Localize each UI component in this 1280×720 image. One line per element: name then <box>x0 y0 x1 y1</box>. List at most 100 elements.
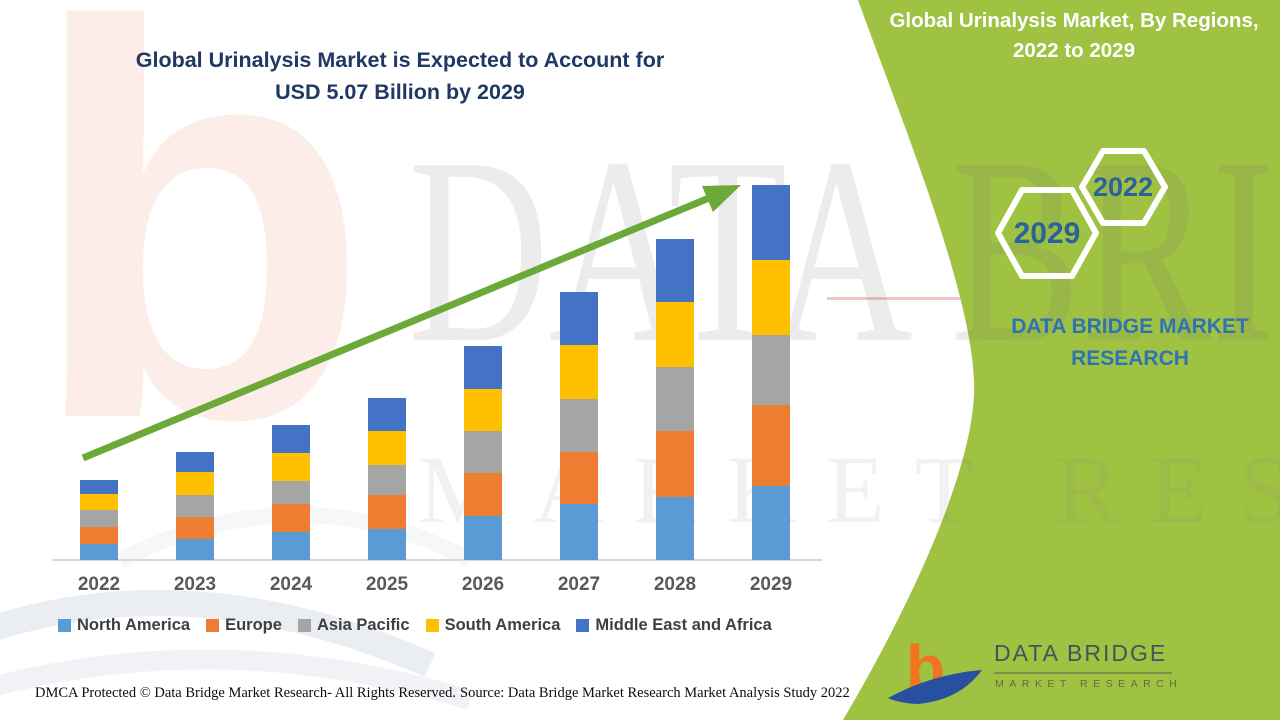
bar-segment-asia-pacific-2025 <box>368 465 406 495</box>
x-axis-label-2023: 2023 <box>173 574 217 595</box>
bar-segment-asia-pacific-2026 <box>464 431 502 473</box>
bar-segment-europe-2022 <box>80 527 118 544</box>
footer-dmca-text: DMCA Protected © Data Bridge Market Rese… <box>35 685 456 701</box>
bar-segment-europe-2027 <box>560 452 598 504</box>
bar-segment-europe-2025 <box>368 495 406 529</box>
chart-title-line2: USD 5.07 Billion by 2029 <box>275 80 525 104</box>
hexagon-2022 <box>1079 148 1168 226</box>
bar-segment-asia-pacific-2027 <box>560 399 598 452</box>
hexagon-year-2022: 2022 <box>1092 172 1154 202</box>
bar-segment-middle-east-and-africa-2022 <box>80 480 118 494</box>
logo-underline <box>994 672 1172 674</box>
legend-label-europe: Europe <box>225 616 282 634</box>
legend-item-europe: Europe <box>206 616 282 635</box>
panel-title: Global Urinalysis Market, By Regions, 20… <box>872 6 1276 66</box>
logo-name-text: DATA BRIDGE <box>994 640 1168 666</box>
legend-item-asia-pacific: Asia Pacific <box>297 616 410 635</box>
x-axis-label-2022: 2022 <box>77 574 121 595</box>
legend-label-asia-pacific: Asia Pacific <box>316 616 410 634</box>
bar-segment-north-america-2028 <box>656 497 694 560</box>
bar-segment-middle-east-and-africa-2026 <box>464 346 502 389</box>
bar-segment-north-america-2024 <box>272 532 310 560</box>
bar-segment-europe-2029 <box>752 405 790 486</box>
x-axis-label-2028: 2028 <box>653 574 697 595</box>
legend-swatch-north-america <box>58 619 71 632</box>
brand-line1: DATA BRIDGE MARKET <box>1011 315 1249 338</box>
bar-2026 <box>464 346 502 560</box>
bar-segment-asia-pacific-2022 <box>80 510 118 527</box>
logo-subtitle-text: MARKET RESEARCH <box>995 678 1183 690</box>
bar-segment-south-america-2028 <box>656 302 694 367</box>
legend-swatch-middle-east-and-africa <box>576 619 590 632</box>
chart-title: Global Urinalysis Market is Expected to … <box>70 44 730 108</box>
legend-swatch-asia-pacific <box>297 619 311 632</box>
x-axis-label-2025: 2025 <box>365 574 409 595</box>
watermark-data-bridge-text: DATA BRIDGE <box>408 103 1280 398</box>
brand-line2: RESEARCH <box>1071 347 1189 370</box>
bar-segment-south-america-2025 <box>368 431 406 465</box>
x-axis-baseline <box>52 559 822 561</box>
bar-segment-middle-east-and-africa-2029 <box>752 185 790 260</box>
bar-2029 <box>752 185 790 560</box>
panel-title-line2: 2022 to 2029 <box>1013 39 1135 62</box>
hexagon-2029 <box>995 187 1099 279</box>
bar-segment-middle-east-and-africa-2028 <box>656 239 694 302</box>
bar-segment-south-america-2024 <box>272 453 310 481</box>
bar-segment-south-america-2022 <box>80 494 118 510</box>
bar-2023 <box>176 452 214 560</box>
bar-segment-europe-2023 <box>176 517 214 539</box>
chart-legend: North America Europe Asia Pacific South Ame… <box>58 616 772 635</box>
bar-segment-north-america-2026 <box>464 516 502 560</box>
x-axis-label-2029: 2029 <box>749 574 793 595</box>
bar-2022 <box>80 480 118 560</box>
data-bridge-logo: b DATA BRIDGE MARKET RESEARCH <box>882 632 1212 712</box>
bar-segment-north-america-2029 <box>752 486 790 560</box>
legend-label-middle-east-and-africa: Middle East and Africa <box>595 616 772 634</box>
bar-segment-south-america-2023 <box>176 472 214 495</box>
legend-item-north-america: North America <box>58 616 190 635</box>
legend-swatch-south-america <box>425 619 439 632</box>
bar-segment-south-america-2026 <box>464 389 502 431</box>
bar-segment-south-america-2027 <box>560 345 598 399</box>
data-bridge-logo-icon: b <box>888 632 982 704</box>
bar-segment-asia-pacific-2024 <box>272 481 310 504</box>
x-axis-label-2027: 2027 <box>557 574 601 595</box>
chart-title-line1: Global Urinalysis Market is Expected to … <box>135 48 665 72</box>
bar-segment-europe-2028 <box>656 431 694 497</box>
x-axis-label-2026: 2026 <box>461 574 505 595</box>
watermark-red-line <box>827 297 967 300</box>
legend-label-north-america: North America <box>77 616 191 634</box>
bar-segment-north-america-2023 <box>176 539 214 560</box>
hexagon-year-2029: 2029 <box>1013 217 1081 250</box>
panel-title-line1: Global Urinalysis Market, By Regions, <box>889 9 1259 32</box>
bar-segment-middle-east-and-africa-2024 <box>272 425 310 453</box>
legend-item-south-america: South America <box>425 616 561 635</box>
bar-2024 <box>272 425 310 560</box>
bar-2027 <box>560 292 598 560</box>
bar-segment-asia-pacific-2028 <box>656 367 694 431</box>
footer-source-text: Source: Data Bridge Market Research Mark… <box>460 685 850 701</box>
bar-segment-middle-east-and-africa-2023 <box>176 452 214 472</box>
bar-segment-asia-pacific-2023 <box>176 495 214 517</box>
bar-segment-asia-pacific-2029 <box>752 335 790 405</box>
bar-segment-south-america-2029 <box>752 260 790 335</box>
bar-segment-europe-2024 <box>272 504 310 532</box>
legend-swatch-europe <box>206 619 220 632</box>
legend-label-south-america: South America <box>444 616 561 634</box>
legend-item-middle-east-and-africa: Middle East and Africa <box>576 616 772 635</box>
bar-segment-middle-east-and-africa-2027 <box>560 292 598 345</box>
bar-segment-north-america-2027 <box>560 504 598 560</box>
bar-segment-north-america-2025 <box>368 529 406 560</box>
bar-2028 <box>656 239 694 560</box>
bar-segment-europe-2026 <box>464 473 502 516</box>
brand-wordmark: DATA BRIDGE MARKET RESEARCH <box>985 311 1275 375</box>
bar-2025 <box>368 398 406 560</box>
watermark-b-glyph: b <box>28 0 371 535</box>
x-axis-label-2024: 2024 <box>269 574 313 595</box>
bar-segment-middle-east-and-africa-2025 <box>368 398 406 431</box>
bar-segment-north-america-2022 <box>80 544 118 560</box>
